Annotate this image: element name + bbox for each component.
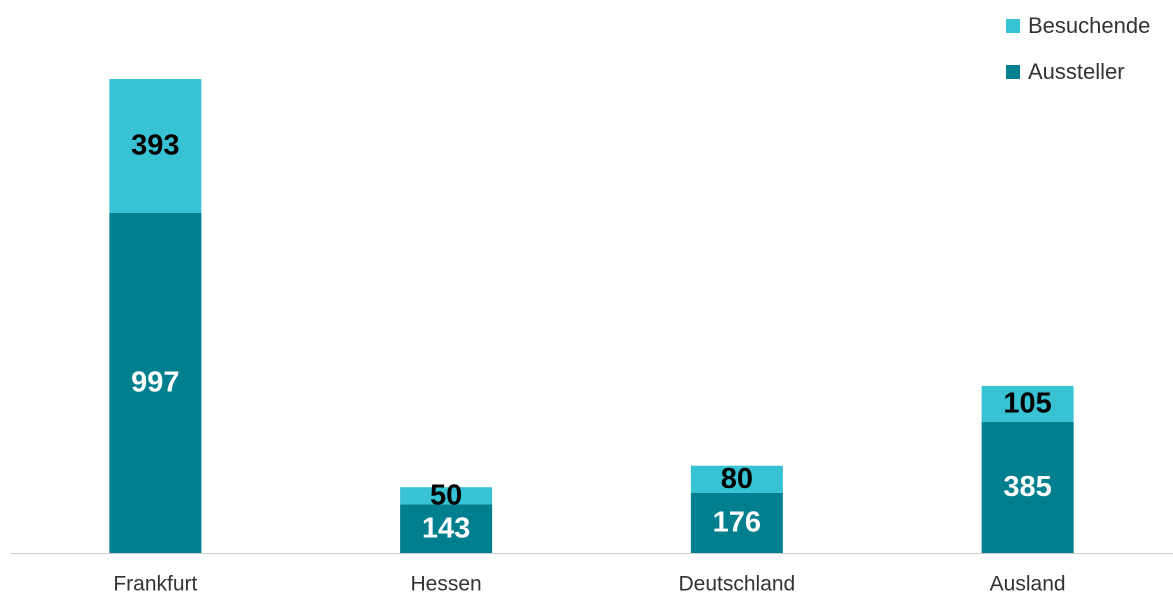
bar-segment xyxy=(690,465,783,493)
value-label: 50 xyxy=(430,479,462,511)
bar-segment xyxy=(981,421,1074,553)
value-label: 393 xyxy=(131,130,179,162)
bar-segment xyxy=(400,487,493,505)
bar-segment xyxy=(109,213,202,554)
x-tick-label: Deutschland xyxy=(679,573,796,596)
bar-segment xyxy=(109,79,202,214)
value-label: 143 xyxy=(422,512,470,544)
legend-swatch xyxy=(1006,19,1020,33)
value-label: 105 xyxy=(1003,387,1051,419)
value-label: 176 xyxy=(713,507,761,539)
bar-segment xyxy=(400,504,493,553)
bar-segment xyxy=(690,492,783,553)
value-label: 385 xyxy=(1003,471,1051,503)
legend-label: Besuchende xyxy=(1028,13,1150,38)
x-tick-label: Frankfurt xyxy=(113,573,197,596)
x-tick-label: Hessen xyxy=(411,573,482,596)
value-label: 997 xyxy=(131,367,179,399)
bar-segment xyxy=(981,385,1074,422)
x-tick-label: Ausland xyxy=(990,573,1066,596)
legend-swatch xyxy=(1006,65,1020,79)
legend-label: Aussteller xyxy=(1028,59,1125,84)
value-label: 80 xyxy=(721,463,753,495)
